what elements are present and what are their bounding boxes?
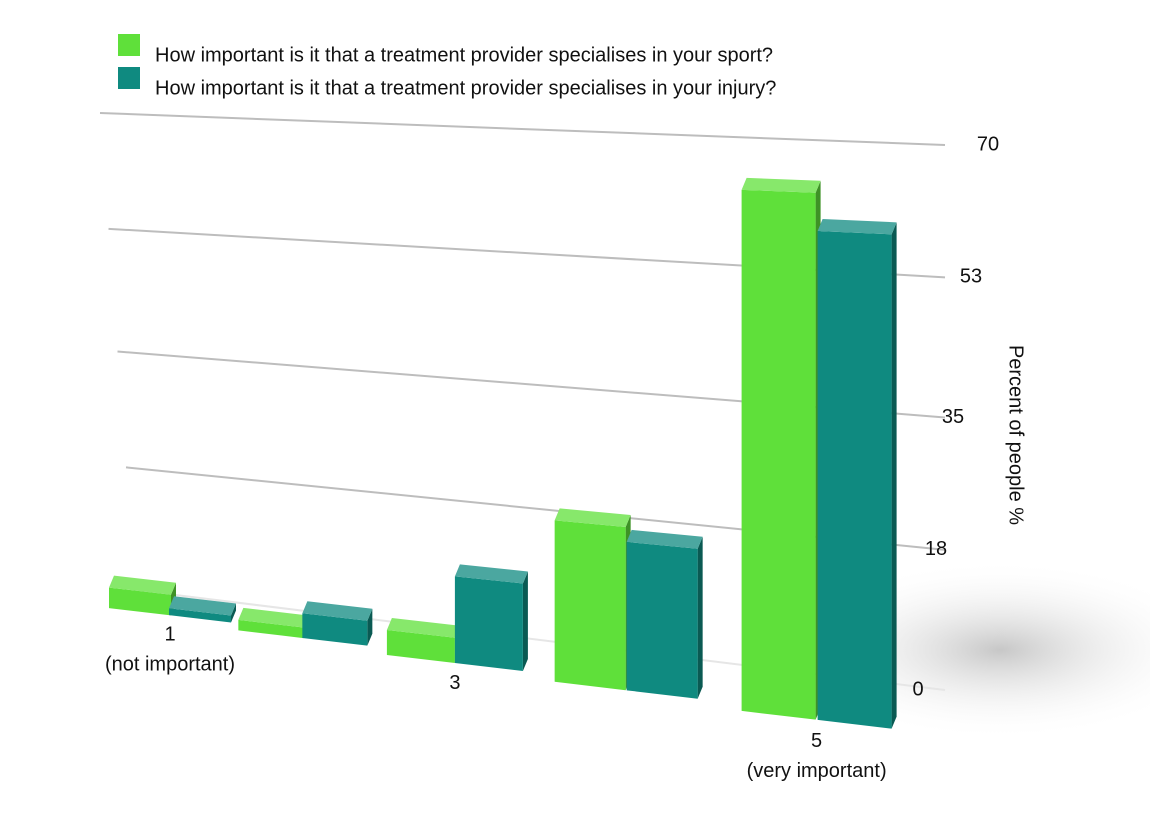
legend-label: How important is it that a treatment pro… [155, 44, 773, 66]
bar-top [302, 601, 373, 621]
bar-top [817, 219, 897, 235]
bar-top [626, 529, 703, 549]
bar-top [238, 607, 309, 628]
bar-top [109, 575, 176, 595]
bar-side [367, 608, 373, 646]
bar [626, 541, 698, 699]
y-axis-title: Percent of people % [1005, 345, 1027, 525]
bar [386, 629, 455, 663]
x-tick-label: 1 (not important) [105, 624, 235, 676]
bar-side [231, 603, 236, 623]
bar [238, 619, 304, 639]
x-tick-label: 3 [449, 672, 460, 694]
bar-side [697, 536, 703, 699]
bar [741, 189, 816, 720]
x-tick-label: 5 (very important) [747, 730, 887, 782]
bar [817, 231, 892, 729]
bar-top [169, 596, 236, 616]
legend-label: How important is it that a treatment pro… [155, 77, 776, 99]
bar [169, 608, 231, 623]
bar-top [741, 177, 821, 193]
legend-swatch [118, 34, 140, 56]
y-tick-label: 18 [925, 538, 947, 560]
legend-swatch [118, 67, 140, 89]
y-tick-label: 53 [960, 266, 982, 288]
y-tick-label: 35 [942, 406, 964, 428]
grid-line [99, 112, 946, 146]
y-tick-label: 70 [977, 133, 999, 155]
bar-top [454, 564, 528, 584]
bar-side [891, 222, 897, 729]
bar [302, 613, 368, 646]
bar-side [522, 571, 528, 672]
bar [554, 520, 626, 691]
bar-top [554, 508, 631, 527]
y-tick-label: 0 [912, 678, 923, 700]
bar-top [386, 617, 460, 638]
bar [109, 587, 171, 616]
bar [454, 576, 523, 672]
